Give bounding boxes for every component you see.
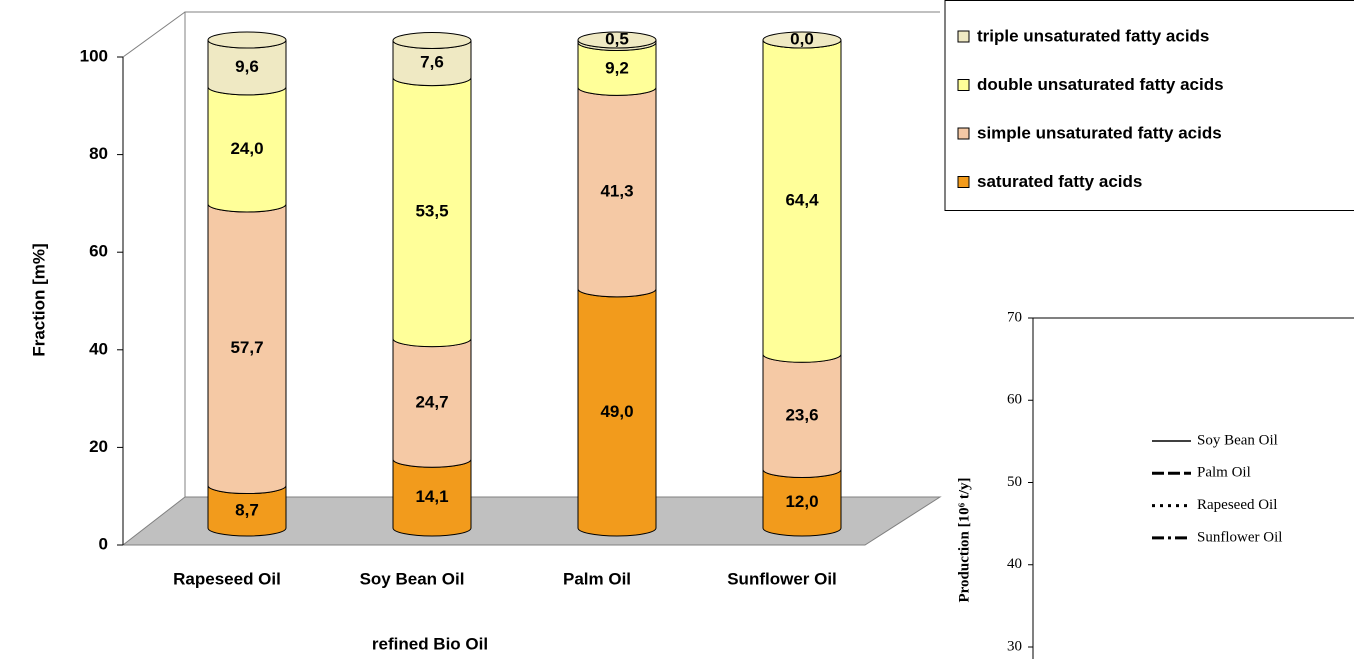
y-axis-label: Production [10⁶ t/y]	[956, 477, 972, 602]
data-label: 24,7	[415, 392, 448, 411]
y-tick-label: 40	[1007, 556, 1022, 572]
bar-top	[207, 31, 287, 49]
legend-label: Sunflower Oil	[1197, 529, 1282, 545]
data-label: 53,5	[415, 202, 448, 221]
data-label: 64,4	[785, 191, 819, 210]
bar-top	[392, 31, 472, 49]
y-tick-label: 50	[1007, 474, 1022, 490]
legend-label: saturated fatty acids	[977, 172, 1142, 191]
legend-swatch	[957, 30, 970, 43]
y-tick-label: 0	[99, 534, 108, 553]
legend-swatch	[957, 127, 970, 140]
data-label: 23,6	[785, 405, 818, 424]
bar-top	[762, 31, 842, 49]
production-chart: Production [10⁶ t/y]	[956, 317, 1354, 659]
plot-area	[123, 12, 940, 545]
y-tick-label: 60	[1007, 392, 1022, 408]
legend-label: Rapeseed Oil	[1197, 497, 1277, 513]
legend-label: Soy Bean Oil	[1197, 432, 1278, 448]
data-label: 0,5	[605, 29, 629, 48]
data-label: 57,7	[230, 338, 263, 357]
y-tick-label: 30	[1007, 638, 1022, 654]
y-tick-label: 70	[1007, 309, 1022, 325]
data-label: 12,0	[785, 492, 818, 511]
data-label: 41,3	[600, 182, 633, 201]
y-tick-label: 100	[80, 46, 108, 65]
legend-swatch	[957, 79, 970, 91]
data-label: 24,0	[230, 139, 263, 158]
data-label: 9,6	[235, 57, 259, 76]
y-axis-label: Fraction [m%]	[29, 243, 48, 356]
x-tick-label: Rapeseed Oil	[173, 569, 281, 588]
x-axis-label: refined Bio Oil	[372, 634, 488, 653]
legend-label: double unsaturated fatty acids	[977, 75, 1224, 94]
bar-top	[577, 31, 657, 49]
legend-label: Palm Oil	[1197, 465, 1251, 481]
legend	[944, 0, 1354, 211]
legend-label: triple unsaturated fatty acids	[977, 26, 1209, 45]
x-tick-label: Soy Bean Oil	[360, 569, 465, 588]
y-tick-label: 60	[89, 242, 108, 261]
floor	[121, 496, 942, 546]
data-label: 14,1	[415, 487, 448, 506]
y-tick-label: 20	[89, 437, 108, 456]
legend-label: simple unsaturated fatty acids	[977, 123, 1222, 142]
data-label: 7,6	[420, 53, 444, 72]
fatty-acid-chart: Fraction [m%] refined Bio Oil	[29, 11, 942, 653]
wall-edge	[122, 11, 186, 58]
y-tick-label: 80	[89, 144, 108, 163]
data-label: 9,2	[605, 58, 629, 77]
data-label: 49,0	[600, 402, 633, 421]
data-label: 0,0	[790, 29, 814, 48]
x-tick-label: Palm Oil	[563, 569, 631, 588]
y-tick-label: 40	[89, 339, 108, 358]
x-tick-label: Sunflower Oil	[727, 569, 837, 588]
data-label: 8,7	[235, 500, 259, 519]
legend-swatch	[957, 176, 970, 188]
